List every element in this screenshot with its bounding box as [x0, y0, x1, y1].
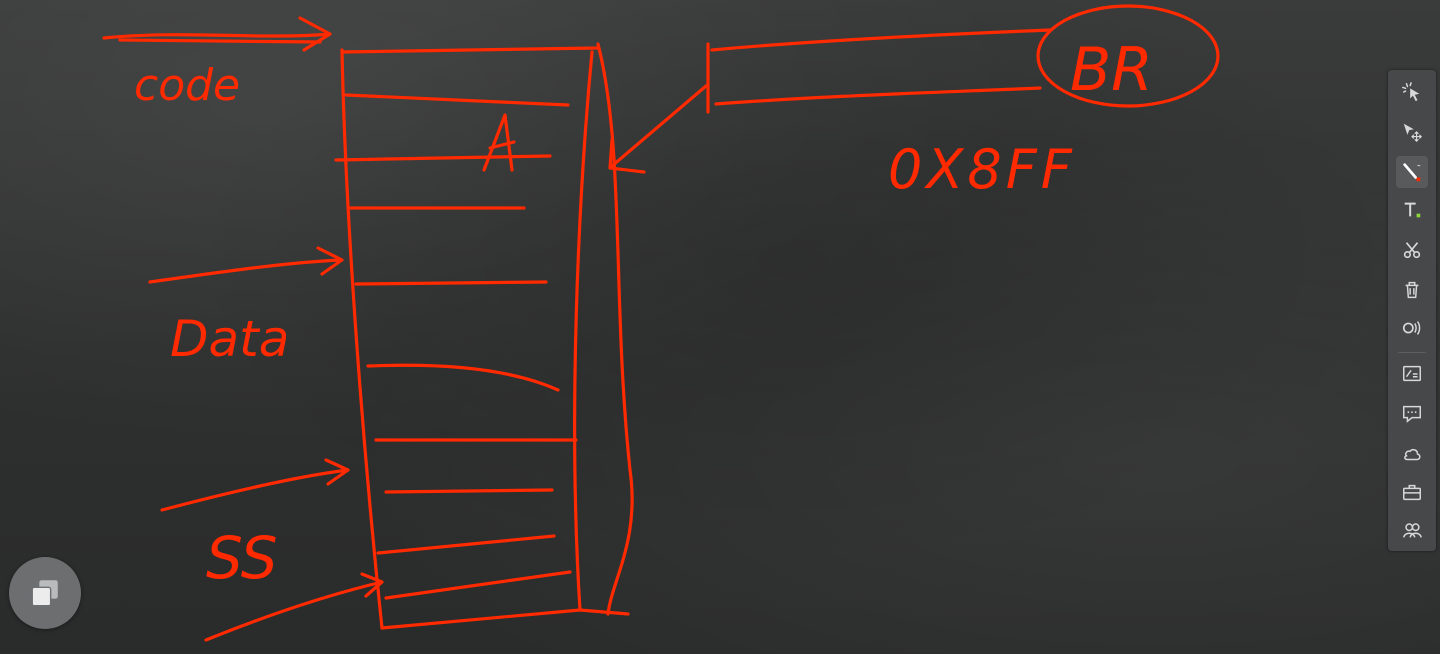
- window-switch-button[interactable]: [9, 557, 81, 629]
- broadcast-tool[interactable]: [1396, 312, 1428, 344]
- register-circle: [1036, 4, 1220, 108]
- select-tool[interactable]: [1396, 116, 1428, 148]
- trash-icon: [1405, 281, 1419, 299]
- tool-palette: [1388, 70, 1436, 551]
- memory-row: [384, 570, 572, 600]
- cut-tool[interactable]: [1396, 234, 1428, 266]
- toolbox-tool[interactable]: [1396, 476, 1428, 508]
- memory-bottom-edge: [380, 608, 630, 630]
- register-box: [706, 28, 1052, 114]
- whiteboard-tool[interactable]: [1396, 358, 1428, 390]
- memory-row: [344, 93, 570, 107]
- memory-row: [384, 488, 554, 494]
- laser-pointer-tool[interactable]: [1396, 76, 1428, 108]
- scissors-icon: [1403, 242, 1421, 259]
- register-pointer-arrow: [608, 84, 708, 174]
- memory-row: [376, 534, 556, 555]
- data-segment-label: Data: [170, 310, 289, 368]
- text-icon: [1404, 202, 1421, 218]
- register-label: BR: [1070, 35, 1153, 105]
- stack-arrow: [160, 458, 350, 512]
- select-move-icon: [1403, 123, 1423, 143]
- window-stack-icon: [31, 580, 58, 607]
- comment-icon: [1403, 405, 1421, 423]
- cloud-icon: [1404, 448, 1421, 461]
- whiteboard-icon: [1403, 365, 1421, 382]
- entry-mark: [482, 113, 516, 172]
- toolbox-icon: [1403, 484, 1421, 501]
- memory-right-outer-edge: [596, 42, 634, 616]
- memory-right-inner-edge: [573, 50, 594, 612]
- memory-row: [366, 363, 560, 392]
- memory-top-edge: [340, 46, 600, 54]
- laser-pointer-icon: [1402, 82, 1420, 102]
- address-label: 0X8FF: [888, 138, 1076, 201]
- code-arrow: [102, 16, 332, 52]
- code-segment-label: code: [134, 60, 240, 111]
- memory-row: [334, 154, 552, 162]
- text-tool[interactable]: [1396, 194, 1428, 226]
- users-tool[interactable]: [1396, 514, 1428, 546]
- code-arrow-stroke: [118, 38, 322, 44]
- data-arrow: [148, 246, 344, 284]
- comment-tool[interactable]: [1396, 398, 1428, 430]
- delete-tool[interactable]: [1396, 274, 1428, 306]
- bottom-arrow: [204, 572, 384, 642]
- pen-tool[interactable]: [1396, 156, 1428, 188]
- broadcast-icon: [1402, 321, 1421, 335]
- cloud-tool[interactable]: [1396, 438, 1428, 470]
- memory-row: [354, 280, 548, 286]
- pen-icon: [1403, 163, 1421, 182]
- users-icon: [1403, 523, 1422, 538]
- stack-segment-label: SS: [206, 524, 278, 592]
- memory-left-edge: [340, 48, 384, 630]
